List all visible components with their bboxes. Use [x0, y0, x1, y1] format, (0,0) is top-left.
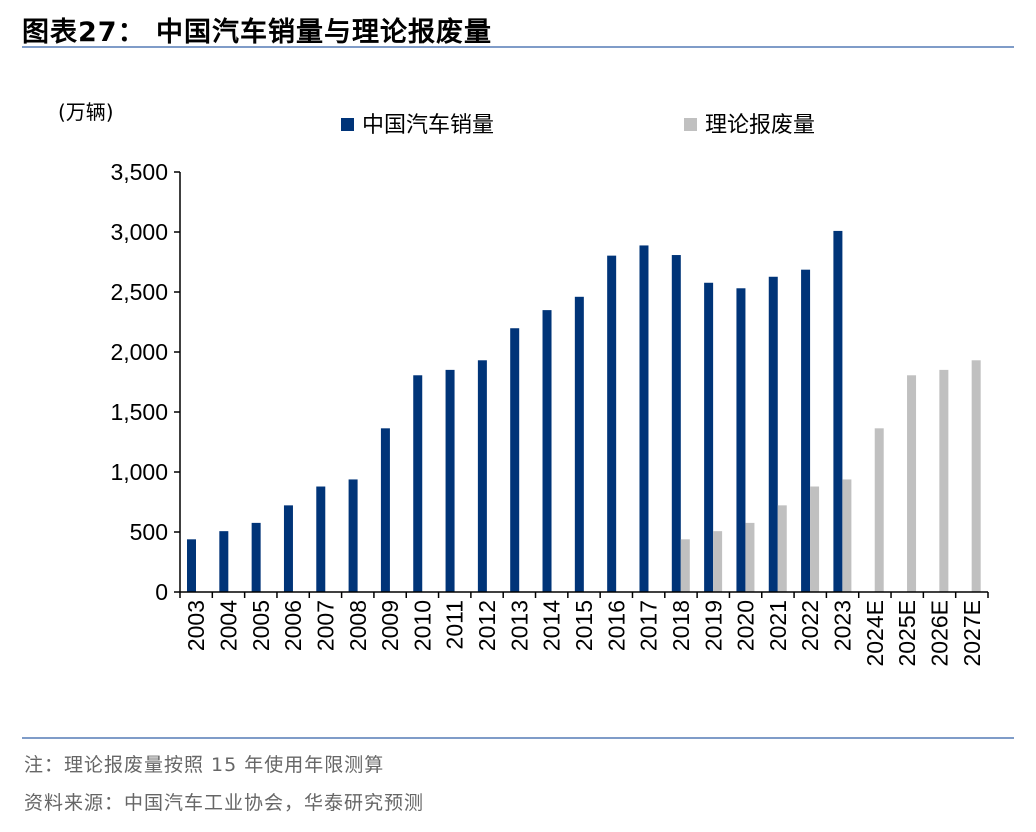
bar-scrap-2022 — [810, 486, 820, 592]
footer-divider — [22, 737, 1014, 739]
bar-sales-2015 — [574, 296, 584, 592]
bar-scrap-2019 — [713, 531, 723, 592]
title-divider — [22, 46, 1014, 48]
x-tick-label: 2003 — [183, 600, 209, 651]
bar-sales-2019 — [704, 282, 714, 592]
footnote: 注：理论报废量按照 15 年使用年限测算 — [24, 754, 385, 776]
source-note: 资料来源：中国汽车工业协会，华泰研究预测 — [24, 792, 425, 814]
x-tick-label: 2018 — [668, 600, 694, 651]
y-tick-label: 1,500 — [110, 399, 168, 425]
bar-sales-2016 — [607, 255, 617, 592]
x-tick-label: 2012 — [474, 600, 500, 651]
x-tick-label: 2022 — [797, 600, 823, 651]
bar-sales-2003 — [187, 539, 196, 592]
x-tick-label: 2027E — [959, 600, 985, 667]
x-tick-label: 2004 — [215, 600, 241, 651]
legend-label-scrap: 理论报废量 — [705, 113, 815, 138]
x-tick-label: 2010 — [409, 600, 435, 651]
legend-swatch-sales — [341, 118, 354, 131]
bar-sales-2009 — [380, 428, 390, 592]
x-tick-label: 2014 — [539, 600, 565, 651]
bar-sales-2014 — [542, 310, 552, 592]
legend-swatch-scrap — [684, 118, 697, 131]
bar-scrap-2027E — [971, 360, 981, 592]
x-tick-label: 2025E — [894, 600, 920, 667]
y-tick-label: 3,000 — [110, 219, 168, 245]
bar-sales-2022 — [801, 269, 811, 592]
bar-scrap-2020 — [745, 522, 755, 592]
bar-sales-2017 — [639, 245, 649, 592]
bar-sales-2006 — [283, 505, 293, 592]
x-tick-label: 2005 — [248, 600, 274, 651]
y-tick-label: 0 — [155, 579, 168, 605]
y-tick-label: 3,500 — [110, 159, 168, 185]
x-tick-label: 2020 — [733, 600, 759, 651]
bar-scrap-2023 — [842, 479, 852, 592]
x-tick-label: 2007 — [312, 600, 338, 651]
bar-sales-2021 — [768, 276, 778, 592]
x-tick-label: 2013 — [506, 600, 532, 651]
x-tick-label: 2008 — [345, 600, 371, 651]
bar-scrap-2021 — [777, 505, 787, 592]
bar-sales-2004 — [219, 531, 229, 592]
x-tick-label: 2015 — [571, 600, 597, 651]
bar-sales-2020 — [736, 288, 746, 592]
bar-scrap-2018 — [680, 539, 690, 592]
bar-sales-2018 — [671, 255, 681, 593]
bar-sales-2008 — [348, 479, 358, 592]
bar-scrap-2026E — [939, 369, 949, 592]
x-tick-label: 2021 — [765, 600, 791, 651]
bar-sales-2012 — [477, 360, 487, 592]
x-tick-label: 2024E — [862, 600, 888, 667]
x-tick-label: 2011 — [442, 600, 468, 649]
legend: 中国汽车销量 理论报废量 — [341, 113, 815, 138]
y-tick-label: 1,000 — [110, 459, 168, 485]
x-tick-label: 2006 — [280, 600, 306, 651]
bar-sales-2013 — [510, 328, 520, 592]
x-tick-label: 2016 — [603, 600, 629, 651]
y-tick-label: 500 — [130, 519, 168, 545]
bar-sales-2010 — [413, 375, 423, 592]
x-tick-label: 2009 — [377, 600, 403, 651]
bar-scrap-2025E — [907, 375, 917, 592]
bar-sales-2007 — [316, 486, 326, 592]
x-tick-label: 2019 — [700, 600, 726, 651]
x-tick-label: 2023 — [830, 600, 856, 651]
x-tick-label: 2017 — [636, 600, 662, 651]
y-tick-label: 2,000 — [110, 339, 168, 365]
bar-scrap-2024E — [874, 428, 884, 592]
y-tick-label: 2,500 — [110, 279, 168, 305]
bar-sales-2023 — [833, 230, 843, 593]
legend-label-sales: 中国汽车销量 — [362, 113, 494, 138]
figure-title: 图表27： 中国汽车销量与理论报废量 — [22, 17, 492, 48]
bar-sales-2011 — [445, 369, 455, 592]
x-tick-label: 2026E — [927, 600, 953, 667]
y-axis-unit: (万辆) — [58, 100, 114, 124]
bar-sales-2005 — [251, 522, 261, 592]
